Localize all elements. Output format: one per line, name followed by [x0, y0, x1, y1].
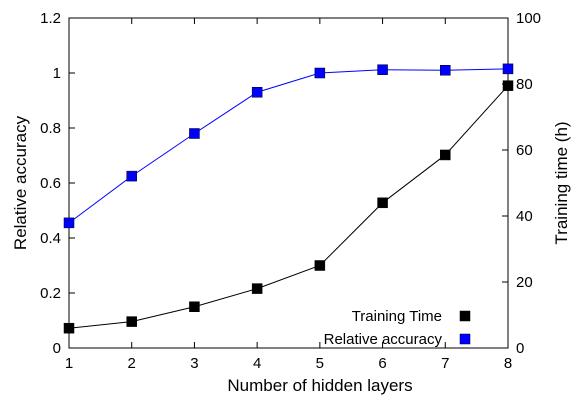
y-right-tick-label: 60: [516, 142, 533, 159]
data-point-training-time: [502, 80, 514, 91]
x-axis-title: Number of hidden layers: [227, 376, 412, 395]
y-axis-right: 0 20 40 60 80 100: [502, 10, 541, 357]
data-point-training-time: [440, 149, 451, 161]
x-tick-label: 6: [378, 355, 386, 372]
x-tick-label: 1: [65, 355, 73, 372]
y-left-tick-label: 1: [53, 65, 61, 82]
y-right-tick-label: 20: [516, 274, 533, 291]
y-left-tick-label: 0: [53, 340, 61, 357]
data-point-relative-accuracy: [440, 65, 451, 76]
data-point-relative-accuracy: [251, 87, 263, 98]
legend-label: Training Time: [352, 308, 442, 325]
data-point-relative-accuracy: [377, 64, 388, 75]
data-point-relative-accuracy: [126, 170, 137, 182]
data-point-relative-accuracy: [189, 128, 200, 139]
data-point-training-time: [251, 283, 263, 294]
y-left-tick-label: 0.2: [40, 285, 61, 302]
series-line-training-time: [68, 85, 509, 329]
y-right-tick-label: 80: [516, 76, 533, 93]
data-point-training-time: [189, 301, 200, 312]
x-tick-label: 8: [504, 355, 512, 372]
y-left-tick-label: 0.4: [40, 230, 61, 247]
data-point-relative-accuracy: [63, 217, 75, 229]
y-axis-left-title: Relative accuracy: [11, 115, 30, 250]
series-line-relative-accuracy: [68, 68, 509, 224]
x-tick-label: 3: [190, 355, 198, 372]
series-lines-layer: [68, 68, 509, 329]
data-point-training-time: [63, 322, 75, 334]
data-point-relative-accuracy: [314, 67, 326, 79]
y-right-tick-label: 40: [516, 208, 533, 225]
data-point-relative-accuracy: [502, 63, 514, 75]
data-point-training-time: [377, 197, 388, 209]
data-point-training-time: [126, 316, 137, 327]
x-tick-label: 5: [316, 355, 324, 372]
y-axis-left: 0 0.2 0.4 0.6 0.8 1 1.2: [40, 10, 75, 357]
y-right-tick-label: 100: [516, 10, 541, 27]
y-right-tick-label: 0: [516, 340, 524, 357]
y-left-tick-label: 0.6: [40, 175, 61, 192]
y-left-tick-label: 0.8: [40, 120, 61, 137]
legend-swatch: [459, 310, 471, 322]
series-markers-layer: [63, 63, 514, 334]
x-axis: 1 2 3 4 5 6 7 8: [65, 18, 512, 372]
legend-label: Relative accuracy: [324, 331, 443, 348]
data-point-training-time: [314, 260, 326, 271]
y-left-tick-label: 1.2: [40, 10, 61, 27]
y-axis-right-title: Training time (h): [552, 121, 571, 244]
x-tick-label: 7: [441, 355, 449, 372]
legend: Training Time Relative accuracy: [324, 308, 471, 348]
x-tick-label: 2: [128, 355, 136, 372]
x-tick-label: 4: [253, 355, 261, 372]
legend-swatch: [459, 333, 471, 345]
